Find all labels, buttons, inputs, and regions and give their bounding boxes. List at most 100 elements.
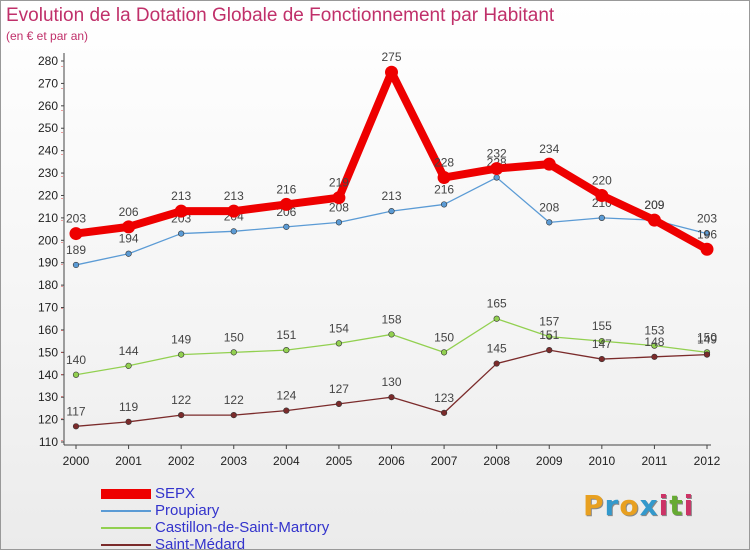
x-tick-label: 2006 xyxy=(378,454,405,468)
data-label: 194 xyxy=(119,232,139,246)
legend-swatch xyxy=(101,526,151,529)
x-tick-label: 2005 xyxy=(326,454,353,468)
x-tick-label: 2008 xyxy=(483,454,510,468)
chart-title: Evolution de la Dotation Globale de Fonc… xyxy=(6,5,555,26)
proxiti-logo: Proxiti xyxy=(583,489,694,522)
y-tick-label: 130 xyxy=(38,390,58,404)
data-label: 150 xyxy=(224,330,244,344)
data-label: 213 xyxy=(224,189,244,203)
data-point xyxy=(651,342,658,349)
data-label: 149 xyxy=(171,333,191,347)
data-point xyxy=(283,223,290,230)
data-point xyxy=(440,201,448,208)
data-point xyxy=(440,409,448,416)
data-label: 213 xyxy=(171,189,191,203)
logo-letter: t xyxy=(669,489,684,522)
x-tick-label: 2000 xyxy=(63,454,90,468)
data-label: 150 xyxy=(434,330,454,344)
logo-letter: i xyxy=(683,489,695,522)
legend-label: Proupiary xyxy=(155,502,220,519)
data-point xyxy=(388,208,395,215)
y-tick-label: 230 xyxy=(38,166,58,180)
data-point xyxy=(703,351,711,358)
data-label: 123 xyxy=(434,391,454,405)
x-tick-label: 2010 xyxy=(588,454,615,468)
x-tick-label: 2003 xyxy=(220,454,247,468)
y-tick-label: 210 xyxy=(38,211,58,225)
data-point xyxy=(279,197,293,211)
legend-label: SEPX xyxy=(155,485,196,502)
data-label: 209 xyxy=(644,198,664,212)
data-label: 149 xyxy=(697,333,717,347)
data-label: 275 xyxy=(381,50,401,64)
data-label: 144 xyxy=(119,344,139,358)
data-point xyxy=(546,333,553,340)
data-point xyxy=(437,171,451,185)
data-label: 150 xyxy=(697,330,717,344)
data-label: 234 xyxy=(539,142,559,156)
data-point xyxy=(227,204,241,218)
data-point xyxy=(335,340,343,347)
data-point xyxy=(598,214,605,221)
data-label: 189 xyxy=(66,243,86,257)
logo-letter: P xyxy=(583,489,605,522)
legend-label: Saint-Médard xyxy=(155,536,246,553)
data-point xyxy=(647,213,661,227)
data-point xyxy=(125,418,132,425)
data-point xyxy=(493,174,500,181)
data-label: 157 xyxy=(539,315,559,329)
data-label: 209 xyxy=(644,198,664,212)
data-label: 154 xyxy=(329,321,349,335)
data-point xyxy=(493,360,500,367)
data-point xyxy=(651,353,658,360)
data-point xyxy=(700,242,714,256)
x-tick-label: 2011 xyxy=(642,454,668,468)
y-tick-label: 170 xyxy=(38,301,58,315)
data-label: 127 xyxy=(329,382,349,396)
data-point xyxy=(598,355,605,363)
data-label: 228 xyxy=(434,156,454,170)
data-label: 122 xyxy=(171,393,191,407)
data-label: 203 xyxy=(697,212,717,226)
y-tick-label: 120 xyxy=(38,413,58,427)
data-point xyxy=(440,349,448,356)
series-line-2 xyxy=(75,318,708,376)
data-point xyxy=(283,347,290,354)
data-label: 232 xyxy=(487,147,507,161)
data-label: 219 xyxy=(329,176,349,190)
x-tick-label: 2012 xyxy=(694,454,721,468)
logo-letter: x xyxy=(639,489,659,522)
data-label: 151 xyxy=(539,328,559,342)
x-tick-label: 2004 xyxy=(273,454,300,468)
data-label: 140 xyxy=(66,353,86,367)
legend-swatch xyxy=(101,509,151,512)
data-point xyxy=(230,228,237,235)
data-label: 145 xyxy=(487,342,507,356)
legend-swatch xyxy=(101,543,151,546)
data-point xyxy=(335,400,343,408)
y-tick-label: 220 xyxy=(38,188,58,202)
data-label: 220 xyxy=(592,173,612,187)
logo-letter: o xyxy=(619,489,640,522)
data-point xyxy=(703,230,711,237)
y-tick-label: 150 xyxy=(38,345,58,359)
data-point xyxy=(595,188,609,202)
data-point xyxy=(178,230,185,237)
data-point xyxy=(125,250,132,257)
data-label: 117 xyxy=(66,404,85,418)
data-label: 216 xyxy=(434,182,454,196)
y-tick-label: 250 xyxy=(38,121,58,135)
data-point xyxy=(546,219,553,226)
y-tick-label: 270 xyxy=(38,76,58,90)
data-point xyxy=(69,227,83,241)
logo-letter: r xyxy=(604,489,620,522)
data-point xyxy=(174,204,188,218)
x-tick-label: 2002 xyxy=(168,454,195,468)
data-point xyxy=(122,220,136,234)
data-point xyxy=(542,157,556,171)
data-point xyxy=(335,219,343,226)
data-point xyxy=(125,362,132,369)
x-tick-label: 2009 xyxy=(536,454,563,468)
data-point xyxy=(283,407,290,414)
